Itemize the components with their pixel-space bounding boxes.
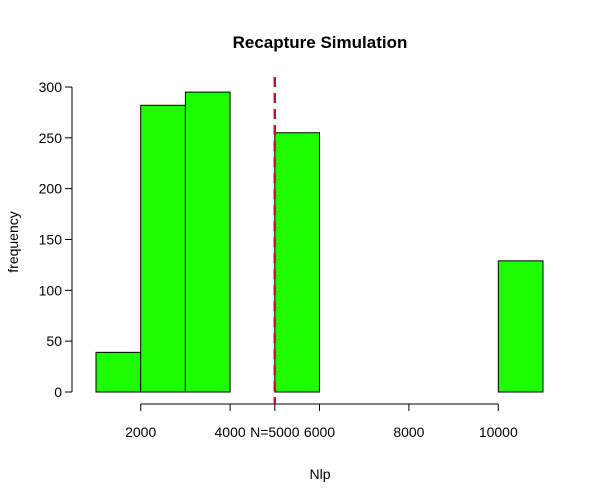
x-tick-label: 2000	[125, 424, 156, 440]
reference-line-label: N=5000	[250, 424, 300, 440]
x-tick-label: 8000	[393, 424, 424, 440]
x-tick-label: 10000	[479, 424, 518, 440]
x-tick-label: 6000	[304, 424, 335, 440]
x-tick-label: 4000	[215, 424, 246, 440]
histogram-bar	[140, 104, 186, 393]
y-axis: 0 50 100 150 200 250 300	[39, 79, 73, 400]
histogram-bar	[95, 351, 142, 393]
histogram-bar	[274, 132, 320, 393]
y-tick-label: 300	[39, 79, 63, 95]
x-axis-label: Nlp	[309, 466, 330, 482]
y-tick-label: 50	[46, 333, 62, 349]
y-tick-label: 100	[39, 282, 63, 298]
bars-group	[95, 91, 544, 393]
y-tick-label: 0	[54, 384, 62, 400]
y-tick-label: 150	[39, 232, 63, 248]
histogram-bar	[497, 260, 544, 393]
x-axis: 2000 4000 6000 8000 10000	[125, 403, 518, 440]
y-axis-label: frequency	[5, 211, 21, 272]
histogram-bar	[184, 91, 231, 393]
chart-title: Recapture Simulation	[233, 33, 408, 52]
y-tick-label: 250	[39, 130, 63, 146]
y-tick-label: 200	[39, 181, 63, 197]
